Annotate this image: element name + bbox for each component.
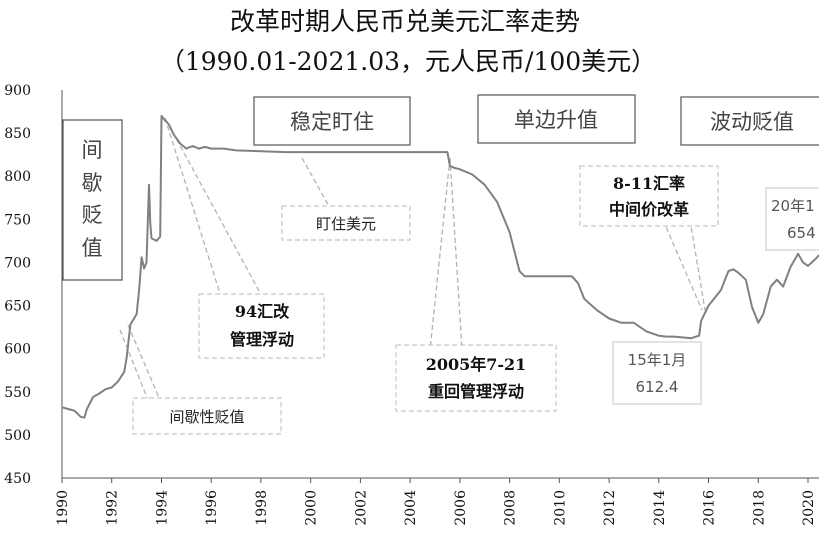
leader-811-2 [689, 219, 706, 311]
reform-811-box [579, 165, 719, 227]
jan-2015-line-1: 15年1月 [628, 351, 687, 369]
y-tick-label: 850 [4, 126, 31, 142]
volatile-box-label: 波动贬值 [710, 110, 794, 134]
leader-peg-usd [301, 157, 331, 209]
x-tick-label: 2020 [801, 490, 817, 526]
reform-94-line-2: 管理浮动 [230, 330, 294, 349]
x-tick-label: 2012 [602, 490, 618, 526]
intermittent-char-4: 值 [82, 236, 103, 260]
y-tick-label: 500 [4, 428, 31, 444]
intermittent-char-1: 间 [82, 138, 103, 162]
x-tick-label: 2000 [304, 490, 320, 526]
x-tick-label: 2018 [751, 490, 767, 526]
y2020-box [765, 187, 819, 251]
reform-811-line-1: 8-11汇率 [613, 174, 685, 193]
leader-2005-1 [429, 157, 451, 351]
y-tick-label: 750 [4, 212, 31, 228]
intermittent-char-2: 歇 [82, 171, 103, 195]
x-tick-label: 1996 [204, 490, 220, 526]
x-tick-label: 2006 [453, 490, 469, 526]
x-tick-label: 2014 [652, 490, 668, 526]
leader-lines [119, 117, 706, 401]
y-tick-label: 700 [4, 255, 31, 271]
x-tick-label: 2002 [353, 490, 369, 526]
leader-intermittent-1 [119, 329, 149, 401]
x-tick-label: 2010 [552, 490, 568, 526]
y-tick-label: 650 [4, 299, 31, 315]
peg-usd-box [281, 205, 411, 241]
exchange-rate-line [61, 114, 819, 419]
peg-usd-label: 盯住美元 [316, 215, 376, 233]
x-tick-label: 1998 [254, 490, 270, 526]
volatile-box [680, 96, 819, 146]
x-tick-label: 1990 [55, 490, 71, 526]
reform-2005-line-1: 2005年7-21 [426, 355, 527, 374]
x-tick-labels: 1990 1992 1994 1996 1998 2000 2002 2004 2006 2008… [55, 478, 817, 526]
x-tick-label: 2004 [403, 490, 419, 526]
reform-2005-box [395, 344, 557, 412]
jan-2015-line-2: 612.4 [636, 378, 679, 396]
reform-94-line-1: 94汇改 [235, 302, 290, 321]
y-tick-label: 800 [4, 169, 31, 185]
y-tick-label: 450 [4, 471, 31, 487]
x-tick-label: 1994 [155, 490, 171, 526]
y2020-line-1: 20年1 [771, 197, 815, 215]
jan-2015-box [612, 341, 702, 405]
stable-box-label: 稳定盯住 [290, 110, 374, 134]
x-tick-label: 2016 [702, 490, 718, 526]
intermittent-box [62, 119, 123, 281]
x-tick-label: 2008 [503, 490, 519, 526]
unilateral-box-label: 单边升值 [514, 108, 598, 132]
stable-box [253, 96, 411, 146]
intermittent-char-3: 贬 [82, 203, 103, 227]
reform-811-line-2: 中间价改革 [609, 200, 689, 219]
unilateral-box [477, 94, 636, 144]
y2020-line-2: 654 [787, 224, 816, 242]
y-tick-label: 600 [4, 342, 31, 358]
reform-2005-line-2: 重回管理浮动 [428, 382, 524, 401]
leader-94-reform-2 [164, 117, 265, 301]
reform-94-box [198, 293, 325, 359]
y-tick-labels: 450 500 550 600 650 700 750 800 850 900 [4, 83, 31, 487]
y-tick-label: 550 [4, 385, 31, 401]
x-tick-label: 1992 [105, 490, 121, 526]
chart-subtitle: （1990.01-2021.03，元人民币/100美元） [160, 47, 656, 76]
intermittent-label-box [132, 397, 282, 435]
chart-title: 改革时期人民币兑美元汇率走势 [230, 7, 580, 36]
intermittent-label: 间歇性贬值 [169, 408, 244, 426]
leader-intermittent-2 [127, 324, 161, 401]
y-tick-label: 900 [4, 83, 31, 99]
leader-811-1 [662, 219, 703, 311]
leader-2005-2 [449, 157, 463, 351]
